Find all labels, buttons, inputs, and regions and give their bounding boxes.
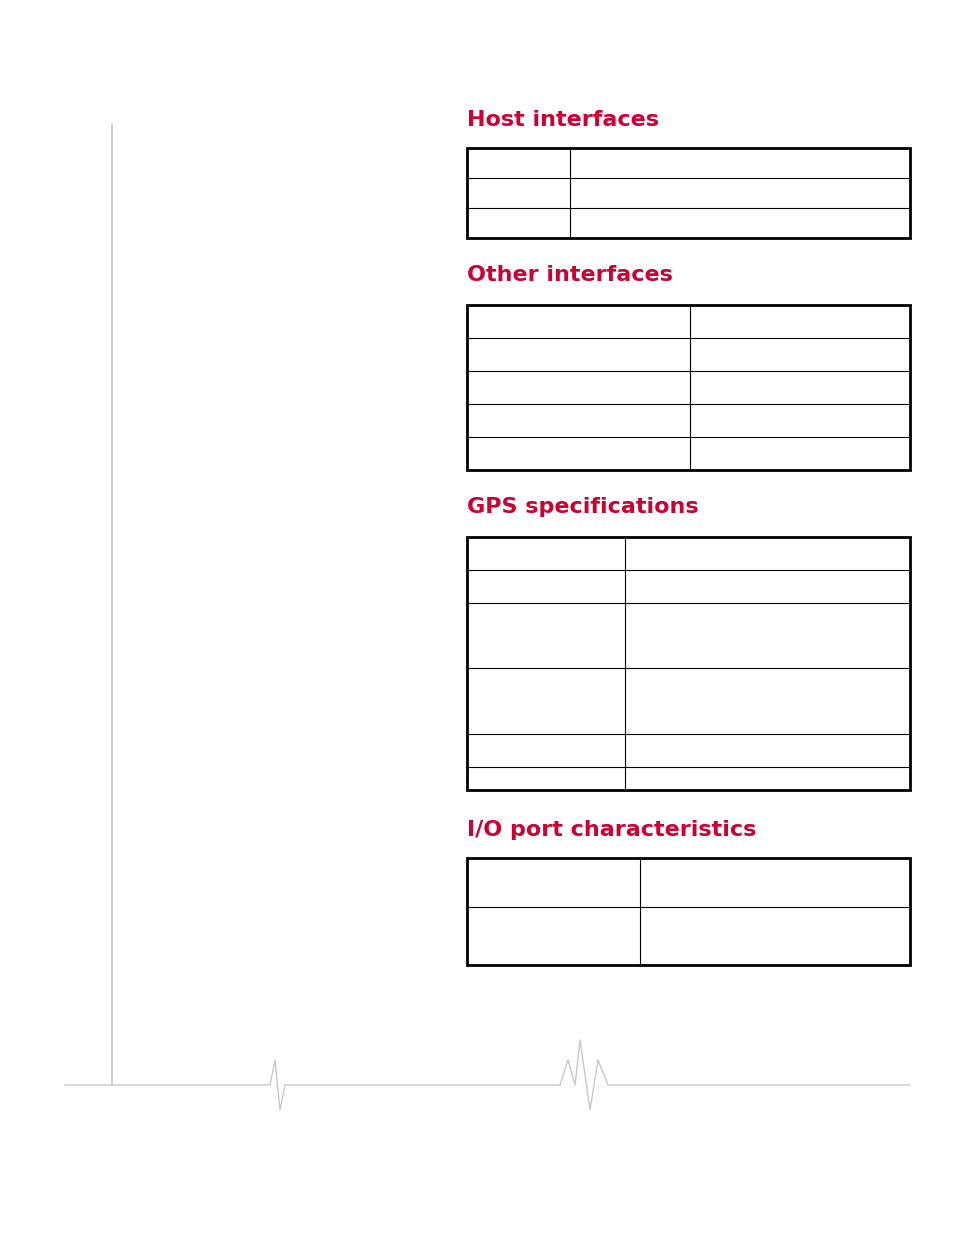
- Bar: [467, 858, 909, 965]
- Bar: [467, 148, 909, 238]
- Text: Other interfaces: Other interfaces: [467, 266, 672, 285]
- Bar: [467, 537, 909, 790]
- Text: GPS specifications: GPS specifications: [467, 496, 698, 517]
- Bar: [467, 305, 909, 471]
- Text: I/O port characteristics: I/O port characteristics: [467, 820, 756, 840]
- Text: Host interfaces: Host interfaces: [467, 110, 659, 130]
